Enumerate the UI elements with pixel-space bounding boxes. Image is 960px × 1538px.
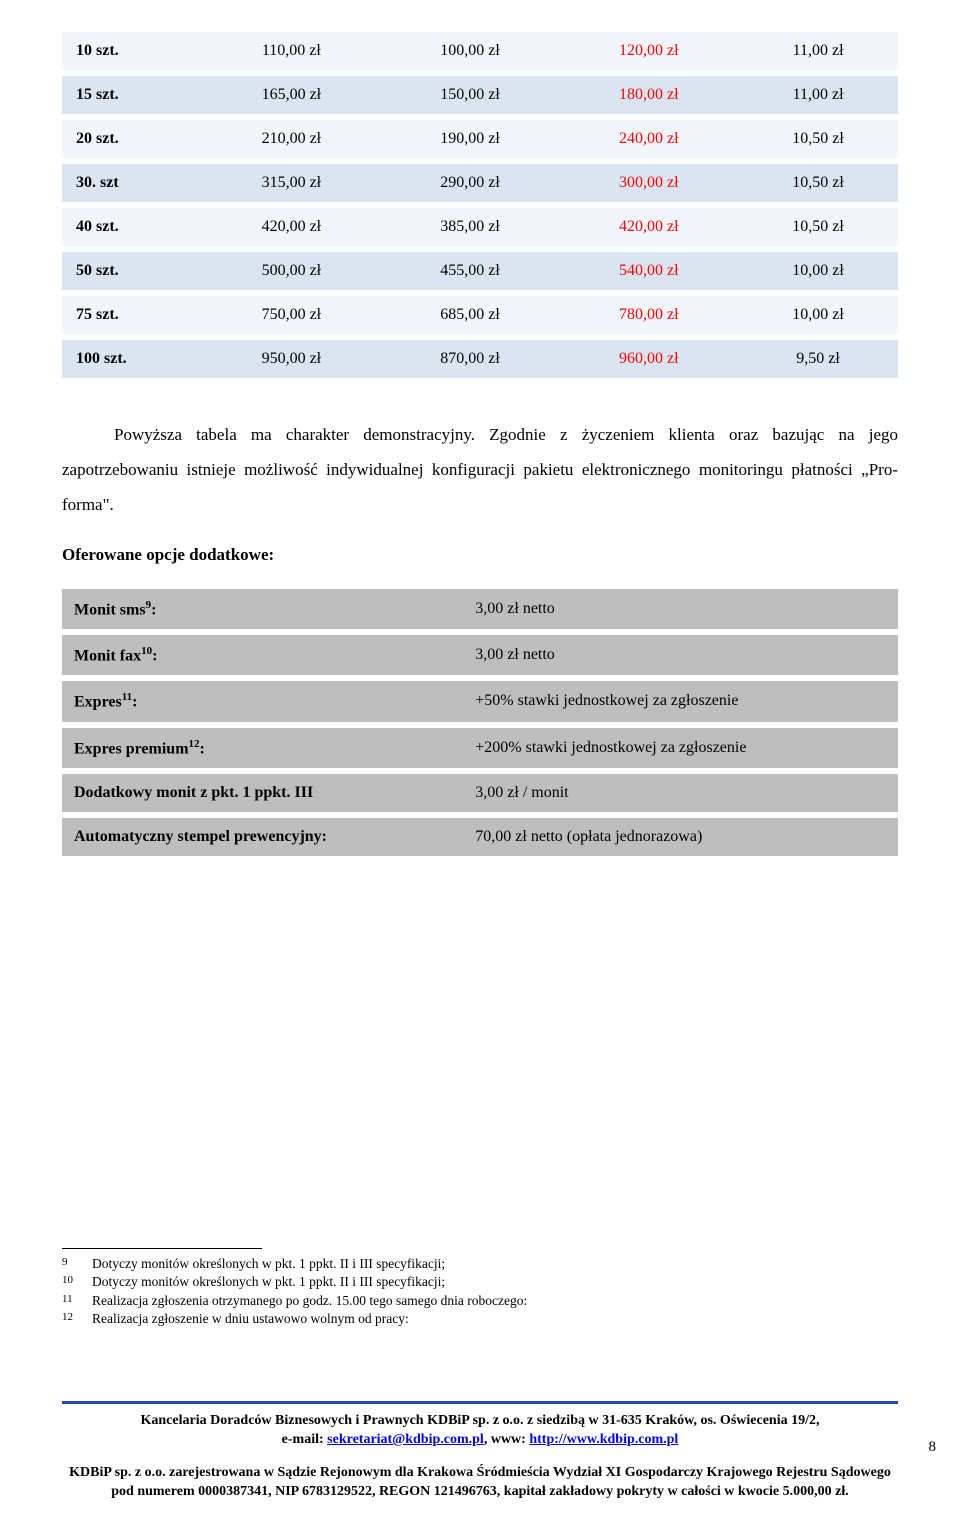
cell: 420,00 zł <box>202 205 381 249</box>
footer-email-link[interactable]: sekretariat@kdbip.com.pl <box>327 1432 484 1447</box>
table-row: Expres premium12: +200% stawki jednostko… <box>62 725 898 771</box>
row-label: 40 szt. <box>62 205 202 249</box>
cell: 950,00 zł <box>202 337 381 381</box>
cell: 10,00 zł <box>738 293 898 337</box>
footer-rule <box>62 1401 898 1404</box>
option-label: Expres premium12: <box>62 725 463 771</box>
footnote-text: Realizacja zgłoszenie w dniu ustawowo wo… <box>92 1310 409 1328</box>
table-row: 40 szt. 420,00 zł 385,00 zł 420,00 zł 10… <box>62 205 898 249</box>
row-label: 10 szt. <box>62 32 202 73</box>
footnote: 11Realizacja zgłoszenia otrzymanego po g… <box>62 1292 898 1310</box>
description-paragraph: Powyższa tabela ma charakter demonstracy… <box>62 418 898 523</box>
options-heading: Oferowane opcje dodatkowe: <box>62 545 898 565</box>
option-value: +50% stawki jednostkowej za zgłoszenie <box>463 678 898 724</box>
cell: 11,00 zł <box>738 32 898 73</box>
cell: 960,00 zł <box>559 337 738 381</box>
option-value: 3,00 zł netto <box>463 632 898 678</box>
footnote: 9Dotyczy monitów określonych w pkt. 1 pp… <box>62 1255 898 1273</box>
footer-line: Kancelaria Doradców Biznesowych i Prawny… <box>141 1413 820 1428</box>
footnote-text: Dotyczy monitów określonych w pkt. 1 ppk… <box>92 1255 445 1273</box>
table-row: Monit fax10: 3,00 zł netto <box>62 632 898 678</box>
row-label: 20 szt. <box>62 117 202 161</box>
cell: 780,00 zł <box>559 293 738 337</box>
footnote-text: Dotyczy monitów określonych w pkt. 1 ppk… <box>92 1273 445 1291</box>
row-label: 50 szt. <box>62 249 202 293</box>
table-row: 100 szt. 950,00 zł 870,00 zł 960,00 zł 9… <box>62 337 898 381</box>
cell: 10,50 zł <box>738 205 898 249</box>
option-label: Dodatkowy monit z pkt. 1 ppkt. III <box>62 771 463 815</box>
table-row: Dodatkowy monit z pkt. 1 ppkt. III 3,00 … <box>62 771 898 815</box>
footnote-number: 11 <box>62 1292 92 1310</box>
cell: 9,50 zł <box>738 337 898 381</box>
cell: 240,00 zł <box>559 117 738 161</box>
footnote-number: 10 <box>62 1273 92 1291</box>
cell: 540,00 zł <box>559 249 738 293</box>
option-label: Monit fax10: <box>62 632 463 678</box>
cell: 10,50 zł <box>738 117 898 161</box>
option-label: Expres11: <box>62 678 463 724</box>
page-number: 8 <box>929 1439 937 1456</box>
paragraph-text: Powyższa tabela ma charakter demonstracy… <box>62 425 898 514</box>
footnote-number: 12 <box>62 1310 92 1328</box>
cell: 110,00 zł <box>202 32 381 73</box>
table-row: 30. szt 315,00 zł 290,00 zł 300,00 zł 10… <box>62 161 898 205</box>
row-label: 30. szt <box>62 161 202 205</box>
cell: 120,00 zł <box>559 32 738 73</box>
footnote-number: 9 <box>62 1255 92 1273</box>
option-value: 3,00 zł netto <box>463 589 898 632</box>
page-footer: Kancelaria Doradców Biznesowych i Prawny… <box>62 1401 898 1502</box>
footnotes: 9Dotyczy monitów określonych w pkt. 1 pp… <box>62 1248 898 1328</box>
pricing-table: 10 szt. 110,00 zł 100,00 zł 120,00 zł 11… <box>62 32 898 384</box>
table-row: 10 szt. 110,00 zł 100,00 zł 120,00 zł 11… <box>62 32 898 73</box>
footer-block-1: Kancelaria Doradców Biznesowych i Prawny… <box>62 1412 898 1450</box>
cell: 100,00 zł <box>381 32 560 73</box>
cell: 500,00 zł <box>202 249 381 293</box>
cell: 11,00 zł <box>738 73 898 117</box>
cell: 180,00 zł <box>559 73 738 117</box>
table-row: 20 szt. 210,00 zł 190,00 zł 240,00 zł 10… <box>62 117 898 161</box>
cell: 210,00 zł <box>202 117 381 161</box>
cell: 685,00 zł <box>381 293 560 337</box>
table-row: 50 szt. 500,00 zł 455,00 zł 540,00 zł 10… <box>62 249 898 293</box>
footnote: 12Realizacja zgłoszenie w dniu ustawowo … <box>62 1310 898 1328</box>
cell: 10,00 zł <box>738 249 898 293</box>
footer-email-label: e-mail: <box>282 1432 327 1447</box>
options-table: Monit sms9: 3,00 zł netto Monit fax10: 3… <box>62 589 898 862</box>
option-label: Monit sms9: <box>62 589 463 632</box>
footer-www-link[interactable]: http://www.kdbip.com.pl <box>529 1432 678 1447</box>
option-value: +200% stawki jednostkowej za zgłoszenie <box>463 725 898 771</box>
cell: 870,00 zł <box>381 337 560 381</box>
row-label: 100 szt. <box>62 337 202 381</box>
row-label: 15 szt. <box>62 73 202 117</box>
cell: 455,00 zł <box>381 249 560 293</box>
option-label: Automatyczny stempel prewencyjny: <box>62 815 463 859</box>
footnote: 10Dotyczy monitów określonych w pkt. 1 p… <box>62 1273 898 1291</box>
footer-www-label: , www: <box>484 1432 530 1447</box>
row-label: 75 szt. <box>62 293 202 337</box>
cell: 420,00 zł <box>559 205 738 249</box>
cell: 750,00 zł <box>202 293 381 337</box>
cell: 10,50 zł <box>738 161 898 205</box>
option-value: 3,00 zł / monit <box>463 771 898 815</box>
table-row: 75 szt. 750,00 zł 685,00 zł 780,00 zł 10… <box>62 293 898 337</box>
cell: 385,00 zł <box>381 205 560 249</box>
option-value: 70,00 zł netto (opłata jednorazowa) <box>463 815 898 859</box>
cell: 165,00 zł <box>202 73 381 117</box>
cell: 300,00 zł <box>559 161 738 205</box>
footer-block-2: KDBiP sp. z o.o. zarejestrowana w Sądzie… <box>62 1464 898 1502</box>
table-row: Monit sms9: 3,00 zł netto <box>62 589 898 632</box>
cell: 315,00 zł <box>202 161 381 205</box>
table-row: 15 szt. 165,00 zł 150,00 zł 180,00 zł 11… <box>62 73 898 117</box>
cell: 190,00 zł <box>381 117 560 161</box>
cell: 150,00 zł <box>381 73 560 117</box>
footnote-text: Realizacja zgłoszenia otrzymanego po god… <box>92 1292 527 1310</box>
table-row: Expres11: +50% stawki jednostkowej za zg… <box>62 678 898 724</box>
footnote-rule <box>62 1248 262 1249</box>
table-row: Automatyczny stempel prewencyjny: 70,00 … <box>62 815 898 859</box>
cell: 290,00 zł <box>381 161 560 205</box>
